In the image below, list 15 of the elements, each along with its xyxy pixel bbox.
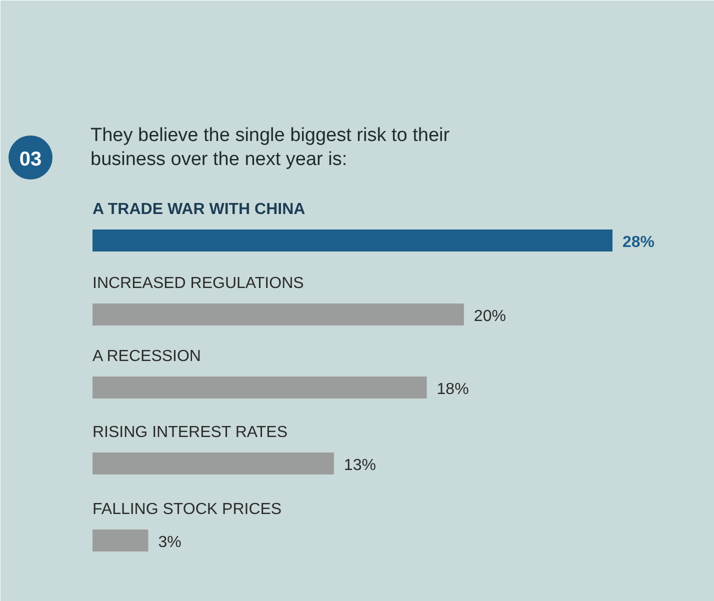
data-label: 28% [622,234,655,251]
data-label: 18% [436,381,469,398]
data-label: 20% [474,308,506,325]
bar [92,230,612,252]
bar [92,304,464,326]
chart-title: They believe the single biggest risk to their business over the next year is: [90,125,450,170]
y-tick-label: A TRADE WAR WITH CHINA [92,201,306,218]
bar [92,452,334,474]
text: 03 [19,148,42,170]
y-tick-label: A RECESSION [92,348,201,365]
y-tick-label: RISING INTEREST RATES [92,424,288,441]
y-tick-label: INCREASED REGULATIONS [92,275,304,292]
y-tick-label: FALLING STOCK PRICES [92,501,282,518]
data-label: 3% [158,534,182,551]
data-label: 13% [344,457,376,474]
